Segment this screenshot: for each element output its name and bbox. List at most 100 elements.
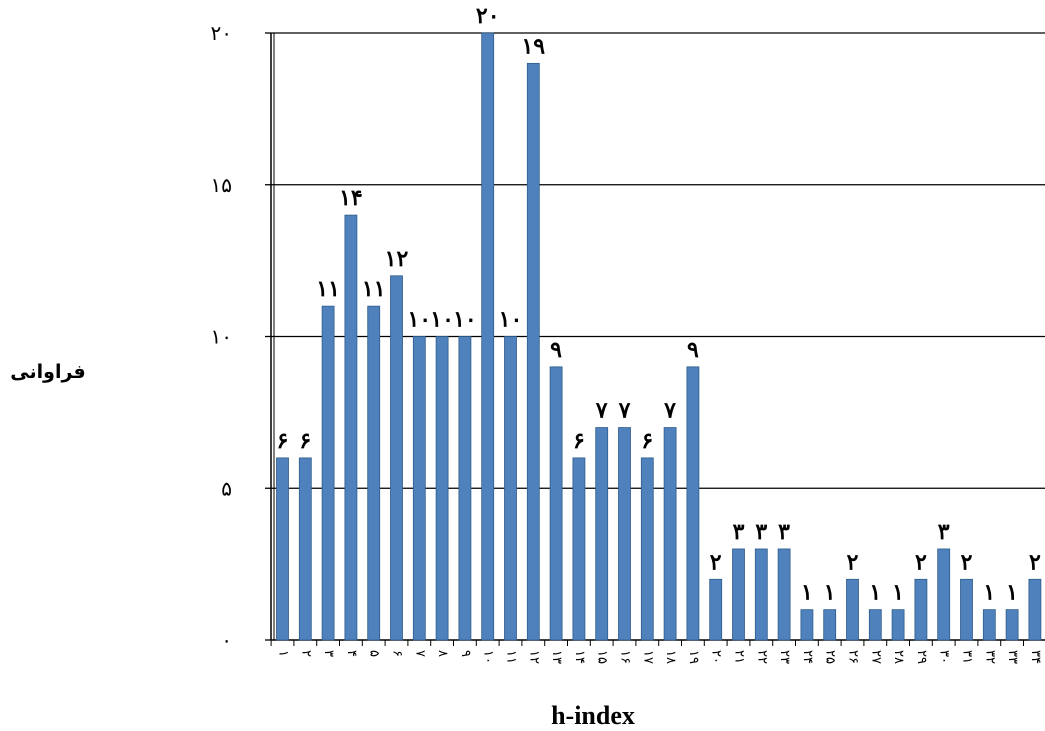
x-tick-label: ۵ bbox=[367, 650, 382, 657]
x-tick-label: ۱۸ bbox=[663, 650, 678, 664]
bar bbox=[777, 548, 791, 641]
y-tick-label: ۵ bbox=[221, 476, 232, 500]
bar bbox=[1028, 578, 1042, 641]
bars bbox=[276, 32, 1042, 641]
bar bbox=[960, 578, 973, 641]
x-tick-label: ۱۱ bbox=[504, 650, 519, 664]
bar bbox=[504, 336, 517, 641]
data-label: ۷ bbox=[595, 398, 608, 424]
bar bbox=[572, 457, 586, 641]
data-label: ۲ bbox=[961, 549, 973, 575]
x-tick-label: ۲۱ bbox=[732, 650, 747, 664]
x-tick-label: ۲ bbox=[298, 650, 313, 657]
bar bbox=[914, 578, 928, 641]
data-label: ۷ bbox=[663, 398, 676, 424]
x-tick-label: ۲۰ bbox=[709, 650, 724, 664]
bar bbox=[800, 609, 814, 641]
data-label: ۱۰ bbox=[453, 307, 477, 333]
data-label: ۶ bbox=[277, 428, 289, 454]
x-tick-label: ۱۵ bbox=[595, 650, 610, 664]
bar bbox=[732, 548, 745, 641]
bar bbox=[367, 305, 381, 641]
bar bbox=[549, 366, 563, 641]
bar bbox=[458, 336, 472, 641]
bar bbox=[618, 427, 631, 641]
data-label: ۶ bbox=[573, 428, 585, 454]
x-tick-label: ۹ bbox=[458, 650, 473, 657]
data-label: ۱ bbox=[869, 580, 881, 606]
data-label: ۱۴ bbox=[339, 185, 363, 211]
data-label: ۱ bbox=[801, 580, 813, 606]
data-label: ۱۱ bbox=[362, 276, 386, 302]
data-label: ۱ bbox=[824, 580, 836, 606]
data-label: ۲ bbox=[710, 549, 722, 575]
x-tick-label: ۶ bbox=[390, 650, 405, 657]
x-tick-label: ۸ bbox=[435, 650, 450, 657]
bar bbox=[344, 214, 358, 641]
x-tick-label: ۲۶ bbox=[846, 650, 861, 664]
x-tick-label: ۲۵ bbox=[823, 650, 838, 664]
data-label: ۱۰ bbox=[499, 307, 523, 333]
bar bbox=[390, 275, 403, 641]
data-label: ۱ bbox=[892, 580, 904, 606]
bar bbox=[321, 305, 335, 641]
x-tick-label: ۱ bbox=[276, 650, 291, 657]
data-label: ۱۰ bbox=[407, 307, 431, 333]
bar bbox=[640, 457, 654, 641]
x-tick-label: ۳۳ bbox=[1005, 650, 1020, 664]
bar bbox=[276, 457, 289, 641]
x-tick-label: ۳۴ bbox=[1028, 650, 1043, 664]
bar bbox=[754, 548, 768, 641]
x-tick-label: ۳ bbox=[321, 650, 336, 657]
x-tick-label: ۲۸ bbox=[891, 650, 906, 664]
bar bbox=[982, 609, 996, 641]
bar bbox=[298, 457, 312, 641]
data-label: ۷ bbox=[618, 398, 631, 424]
data-label: ۲ bbox=[847, 549, 859, 575]
x-tick-label: ۱۰ bbox=[481, 650, 496, 664]
x-tick-label: ۱۲ bbox=[526, 650, 541, 664]
data-label: ۱۱ bbox=[316, 276, 340, 302]
y-tick-label: ۱۵ bbox=[211, 173, 232, 197]
y-tick-label: ۲۰ bbox=[211, 21, 232, 45]
data-label: ۱۹ bbox=[521, 33, 545, 59]
bar bbox=[937, 548, 951, 641]
bar bbox=[709, 578, 723, 641]
y-tick-label: ۰ bbox=[221, 628, 232, 652]
data-label: ۹ bbox=[550, 337, 562, 363]
data-label: ۳ bbox=[755, 519, 767, 545]
data-label: ۱ bbox=[983, 580, 995, 606]
x-tick-label: ۷ bbox=[412, 650, 427, 657]
x-tick-label: ۴ bbox=[344, 650, 359, 657]
x-tick-label: ۳۰ bbox=[937, 650, 952, 664]
data-label: ۲ bbox=[915, 549, 927, 575]
x-tick-label: ۳۲ bbox=[982, 650, 997, 664]
bar bbox=[823, 609, 837, 641]
y-tick-labels: ۰ ۵ ۱۰ ۱۵ ۲۰ bbox=[211, 21, 232, 652]
bar bbox=[1005, 609, 1019, 641]
x-tick-label: ۲۷ bbox=[868, 650, 883, 664]
x-tick-label: ۲۹ bbox=[914, 650, 929, 664]
bar bbox=[435, 336, 449, 641]
bar bbox=[526, 62, 540, 641]
x-tick-label: ۲۴ bbox=[800, 650, 815, 664]
x-tick-label: ۲۳ bbox=[777, 650, 792, 664]
axes bbox=[265, 32, 1045, 646]
data-label: ۳ bbox=[778, 519, 790, 545]
bar bbox=[891, 609, 905, 641]
bar bbox=[412, 336, 426, 641]
bar bbox=[846, 578, 859, 641]
x-tick-label: ۲۲ bbox=[754, 650, 769, 664]
y-tick-label: ۱۰ bbox=[211, 325, 232, 349]
y-axis-title: فراوانی bbox=[10, 361, 85, 383]
x-tick-label: ۱۶ bbox=[618, 650, 633, 664]
data-label: ۱۲ bbox=[385, 246, 409, 272]
x-tick-labels: ۱ ۲ ۳ ۴ ۵ ۶ ۷ ۸ ۹ ۱۰ ۱۱ ۱۲ ۱۳ ۱۴ ۱۵ ۱۶ ۱۷ ۱۸ ۱۹ ۲۰ ۲۱ ۲۲ ۲۳ ۲۴ ۲… bbox=[276, 650, 1043, 664]
data-label: ۲ bbox=[1029, 549, 1041, 575]
x-tick-label: ۱۳ bbox=[549, 650, 564, 664]
data-label: ۱۰ bbox=[430, 307, 454, 333]
bar bbox=[595, 427, 609, 641]
x-axis-title: h-index bbox=[551, 701, 635, 730]
data-label: ۶ bbox=[641, 428, 653, 454]
